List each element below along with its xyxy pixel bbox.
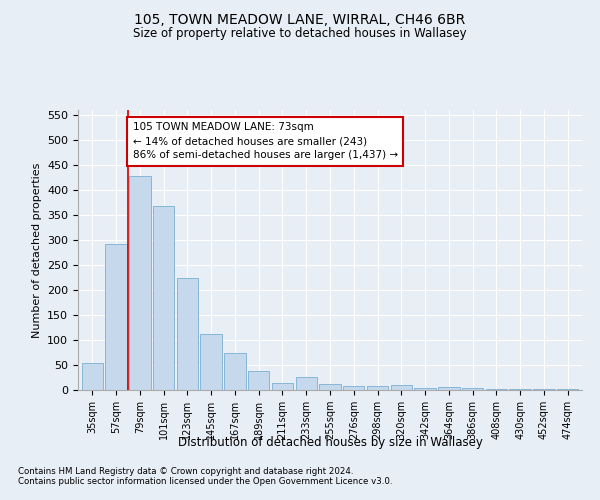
Bar <box>200 334 222 390</box>
Bar <box>106 244 127 390</box>
Bar <box>462 388 484 390</box>
Text: Size of property relative to detached houses in Wallasey: Size of property relative to detached ho… <box>133 28 467 40</box>
Text: 105 TOWN MEADOW LANE: 73sqm
← 14% of detached houses are smaller (243)
86% of se: 105 TOWN MEADOW LANE: 73sqm ← 14% of det… <box>133 122 398 160</box>
Bar <box>248 371 269 390</box>
Y-axis label: Number of detached properties: Number of detached properties <box>32 162 41 338</box>
Bar <box>486 388 507 390</box>
Bar <box>82 362 103 390</box>
Bar <box>129 176 151 390</box>
Bar <box>272 382 293 390</box>
Bar <box>224 352 245 390</box>
Bar <box>319 384 341 390</box>
Bar <box>415 388 436 390</box>
Bar <box>557 388 578 390</box>
Bar <box>509 388 531 390</box>
Bar <box>367 386 388 390</box>
Bar <box>296 377 317 390</box>
Bar <box>438 386 460 390</box>
Bar <box>153 206 174 390</box>
Text: Contains HM Land Registry data © Crown copyright and database right 2024.: Contains HM Land Registry data © Crown c… <box>18 467 353 476</box>
Bar <box>533 389 554 390</box>
Text: 105, TOWN MEADOW LANE, WIRRAL, CH46 6BR: 105, TOWN MEADOW LANE, WIRRAL, CH46 6BR <box>134 12 466 26</box>
Bar <box>343 386 364 390</box>
Text: Contains public sector information licensed under the Open Government Licence v3: Contains public sector information licen… <box>18 477 392 486</box>
Bar <box>391 385 412 390</box>
Bar <box>176 278 198 390</box>
Text: Distribution of detached houses by size in Wallasey: Distribution of detached houses by size … <box>178 436 482 449</box>
